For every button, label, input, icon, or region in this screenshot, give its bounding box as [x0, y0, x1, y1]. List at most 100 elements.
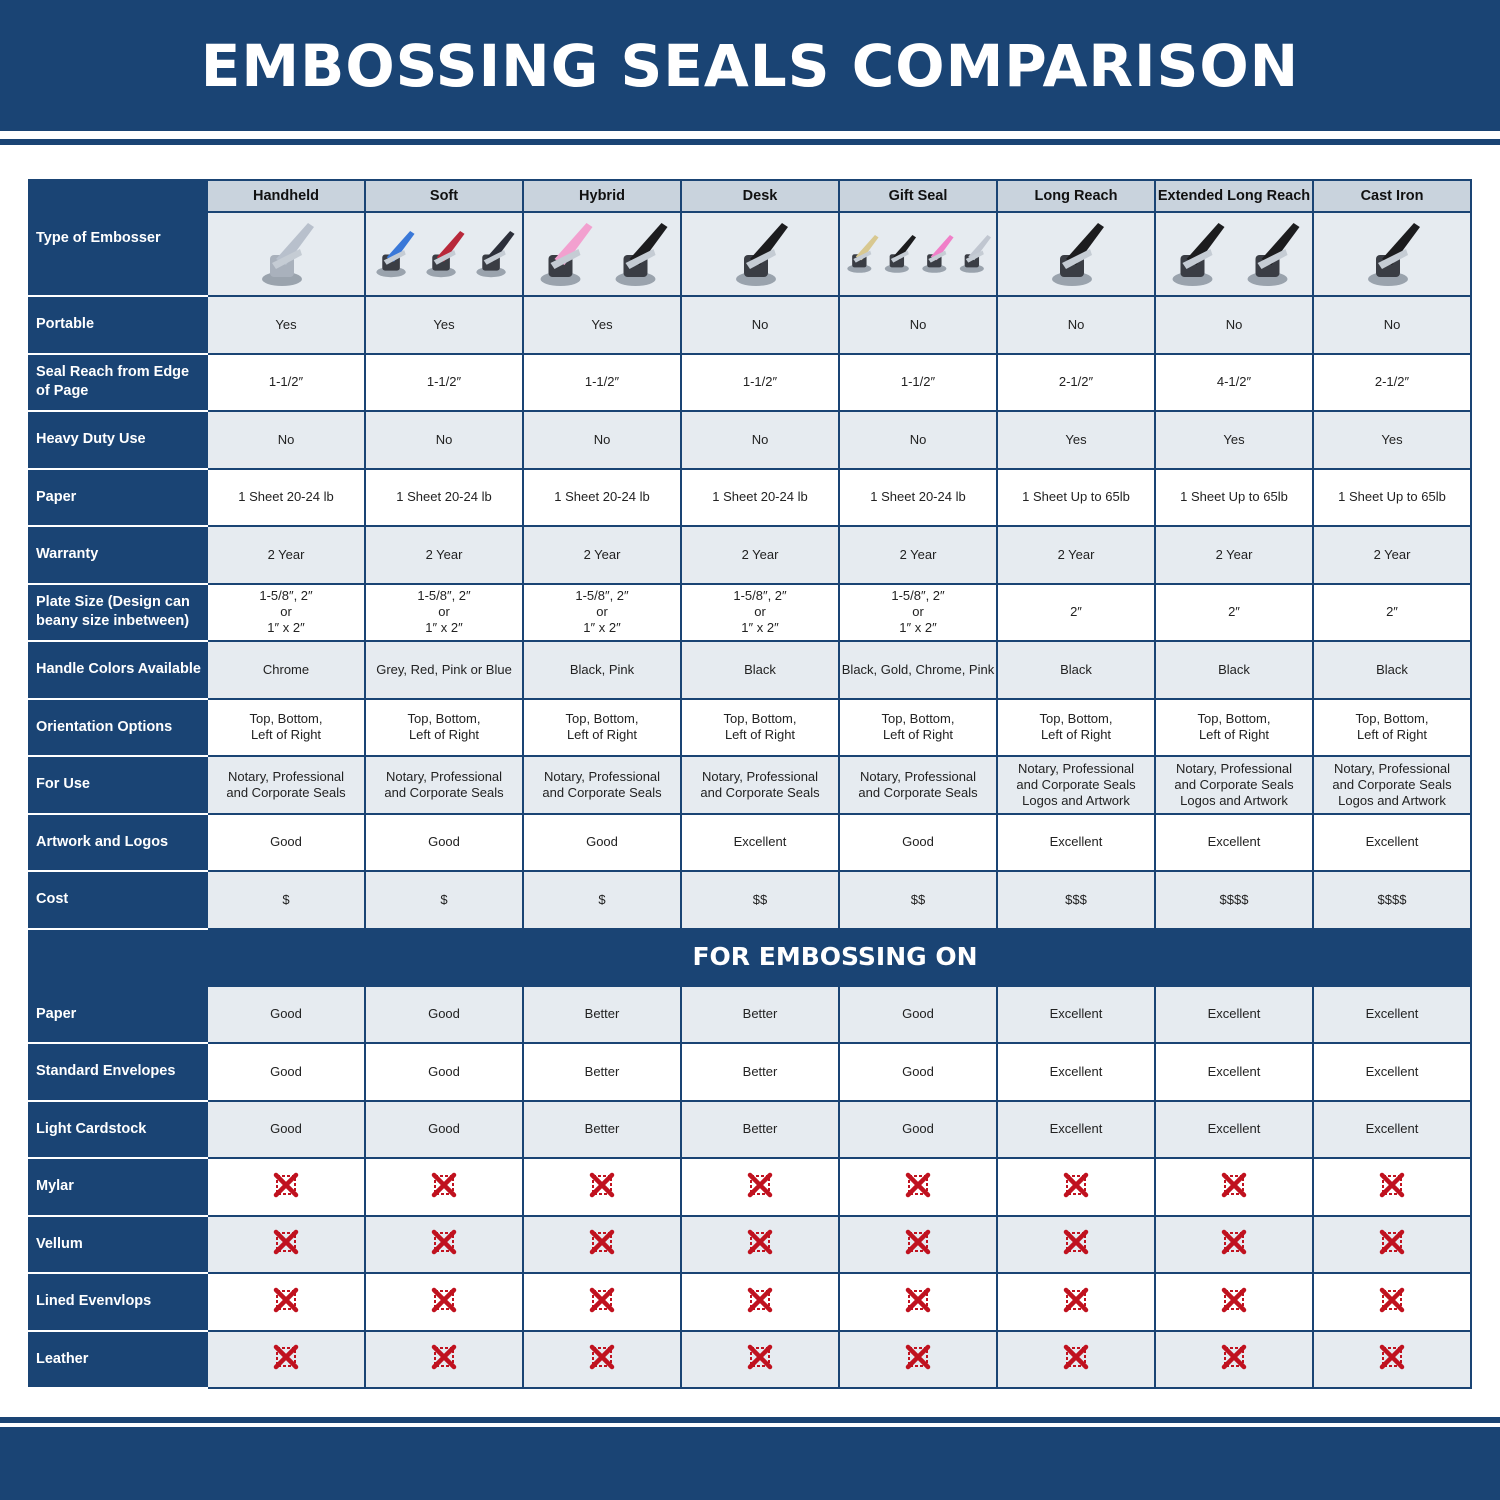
x-icon	[1063, 1287, 1089, 1312]
table-cell: Yes	[364, 295, 524, 355]
x-icon	[747, 1172, 773, 1197]
x-icon	[1063, 1345, 1089, 1370]
table-cell: Excellent	[1154, 1042, 1314, 1102]
x-icon	[747, 1287, 773, 1312]
table-cell: 1-1/2″	[364, 352, 524, 412]
row-label: Seal Reach from Edge of Page	[28, 352, 208, 412]
x-icon	[905, 1172, 931, 1197]
table-cell	[838, 1272, 998, 1332]
table-cell: 1-5/8″, 2″ or 1″ x 2″	[522, 582, 682, 642]
table-cell: 1-1/2″	[206, 352, 366, 412]
table-cell	[206, 1272, 366, 1332]
table-cell	[996, 1157, 1156, 1217]
table-cell	[680, 1272, 840, 1332]
table-cell: 1 Sheet 20-24 lb	[680, 467, 840, 527]
table-row: Orientation Options Top, Bottom, Left of …	[28, 697, 1472, 757]
embosser-image-soft	[364, 211, 524, 297]
table-row: Paper 1 Sheet 20-24 lb 1 Sheet 20-24 lb 1 S…	[28, 467, 1472, 527]
table-row: Leather	[28, 1329, 1472, 1389]
table-cell: Good	[838, 1099, 998, 1159]
table-row: Cost $ $ $ $$ $$ $$$ $$$$ $$$$	[28, 870, 1472, 930]
table-cell: 2 Year	[996, 525, 1156, 585]
table-cell	[1154, 1157, 1314, 1217]
table-cell: 2″	[996, 582, 1156, 642]
x-icon	[431, 1230, 457, 1255]
x-icon	[1221, 1172, 1247, 1197]
table-row: Artwork and Logos Good Good Good Excellent Go…	[28, 812, 1472, 872]
embosser-icon	[1172, 223, 1300, 286]
table-cell: 2-1/2″	[996, 352, 1156, 412]
table-cell: Good	[364, 1099, 524, 1159]
x-icon	[1221, 1287, 1247, 1312]
table-cell: $	[364, 870, 524, 930]
table-cell: No	[364, 410, 524, 470]
column-header-hybrid: Hybrid	[522, 179, 682, 213]
table-cell: 2 Year	[1154, 525, 1314, 585]
table-cell: Better	[522, 1042, 682, 1102]
x-icon	[589, 1345, 615, 1370]
table-cell: $$$$	[1154, 870, 1314, 930]
image-row	[29, 211, 1472, 297]
table-row: Vellum	[28, 1214, 1472, 1274]
table-cell: 1 Sheet 20-24 lb	[206, 467, 366, 527]
table-cell	[1312, 1157, 1472, 1217]
table-cell: $$	[838, 870, 998, 930]
table-cell: Excellent	[996, 1042, 1156, 1102]
embosser-icon	[262, 223, 314, 286]
embosser-icon	[540, 223, 668, 286]
table-cell: 1-5/8″, 2″ or 1″ x 2″	[838, 582, 998, 642]
footer-divider	[0, 1417, 1500, 1423]
table-cell: Good	[522, 812, 682, 872]
table-cell: Better	[522, 1099, 682, 1159]
table-row: Plate Size (Design can beany size inbetw…	[28, 582, 1472, 642]
x-icon	[589, 1172, 615, 1197]
section-title: FOR EMBOSSING ON	[28, 927, 1472, 987]
table-row: Mylar	[28, 1157, 1472, 1217]
x-icon	[273, 1287, 299, 1312]
row-label: Heavy Duty Use	[28, 410, 208, 470]
x-icon	[273, 1230, 299, 1255]
embosser-image-handheld	[206, 211, 366, 297]
embosser-icon	[376, 231, 515, 278]
table-cell: Good	[206, 1042, 366, 1102]
table-cell: 2 Year	[364, 525, 524, 585]
table-row: Handle Colors Available Chrome Grey, Red, …	[28, 640, 1472, 700]
table-cell	[996, 1214, 1156, 1274]
table-cell: 2″	[1154, 582, 1314, 642]
table-cell	[1312, 1214, 1472, 1274]
column-header-cast-iron: Cast Iron	[1312, 179, 1472, 213]
x-icon	[1379, 1287, 1405, 1312]
table-cell: Top, Bottom, Left of Right	[1154, 697, 1314, 757]
x-icon	[747, 1230, 773, 1255]
table-cell	[680, 1157, 840, 1217]
table-row: For Use Notary, Professional and Corporat…	[28, 755, 1472, 815]
table-cell	[364, 1272, 524, 1332]
table-cell: No	[680, 295, 840, 355]
x-icon	[589, 1230, 615, 1255]
table-cell: Black	[1154, 640, 1314, 700]
table-cell	[522, 1214, 682, 1274]
table-cell: 1 Sheet 20-24 lb	[522, 467, 682, 527]
row-label-type-of-embosser: Type of Embosser	[28, 179, 208, 297]
table-cell: 1 Sheet Up to 65lb	[996, 467, 1156, 527]
row-label: Handle Colors Available	[28, 640, 208, 700]
x-icon	[1379, 1345, 1405, 1370]
table-cell: Black, Pink	[522, 640, 682, 700]
x-icon	[1221, 1230, 1247, 1255]
table-cell: Grey, Red, Pink or Blue	[364, 640, 524, 700]
x-icon	[1063, 1172, 1089, 1197]
table-cell: Good	[364, 812, 524, 872]
table-cell	[680, 1329, 840, 1389]
table-cell: Excellent	[1154, 812, 1314, 872]
table-cell: Excellent	[996, 1099, 1156, 1159]
table-row: Light Cardstock Good Good Better Better Good E…	[28, 1099, 1472, 1159]
table-cell: Notary, Professional and Corporate Seals…	[1312, 755, 1472, 815]
table-cell: Notary, Professional and Corporate Seals	[680, 755, 840, 815]
table-cell: $$$	[996, 870, 1156, 930]
table-cell: 2-1/2″	[1312, 352, 1472, 412]
page-title: EMBOSSING SEALS COMPARISON	[200, 31, 1300, 100]
table-cell: 1-1/2″	[522, 352, 682, 412]
table-cell: 4-1/2″	[1154, 352, 1314, 412]
table-cell	[680, 1214, 840, 1274]
table-cell: Excellent	[680, 812, 840, 872]
